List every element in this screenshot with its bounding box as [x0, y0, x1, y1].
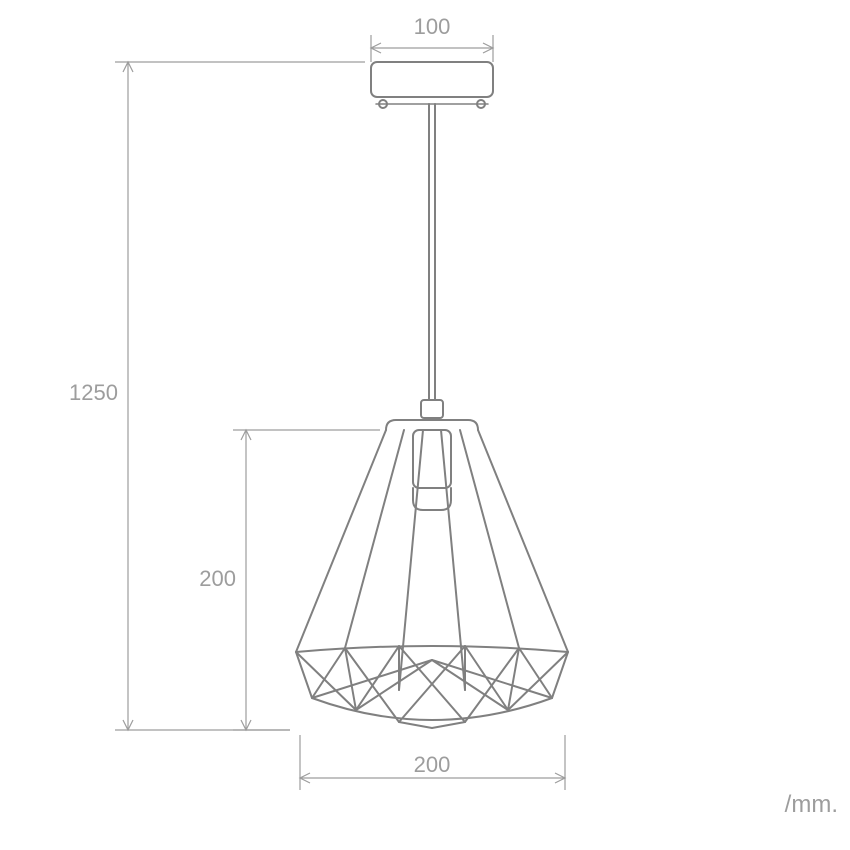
suspension-rod [429, 104, 435, 400]
dim-shade-width-label: 200 [414, 752, 451, 777]
rod-connector [421, 400, 443, 418]
lamp-dimension-diagram: 100 1250 200 200 /mm. [0, 0, 850, 850]
dim-shade-height-label: 200 [199, 566, 236, 591]
dim-total-height [115, 62, 365, 730]
ceiling-canopy [371, 62, 493, 97]
dim-total-height-label: 1250 [69, 380, 118, 405]
dim-canopy-width [371, 35, 493, 62]
unit-label: /mm. [785, 791, 838, 818]
dim-canopy-width-label: 100 [414, 14, 451, 39]
pendant-lamp-drawing [296, 62, 568, 728]
cage-top-bar [386, 420, 478, 430]
wire-shade [296, 430, 568, 728]
